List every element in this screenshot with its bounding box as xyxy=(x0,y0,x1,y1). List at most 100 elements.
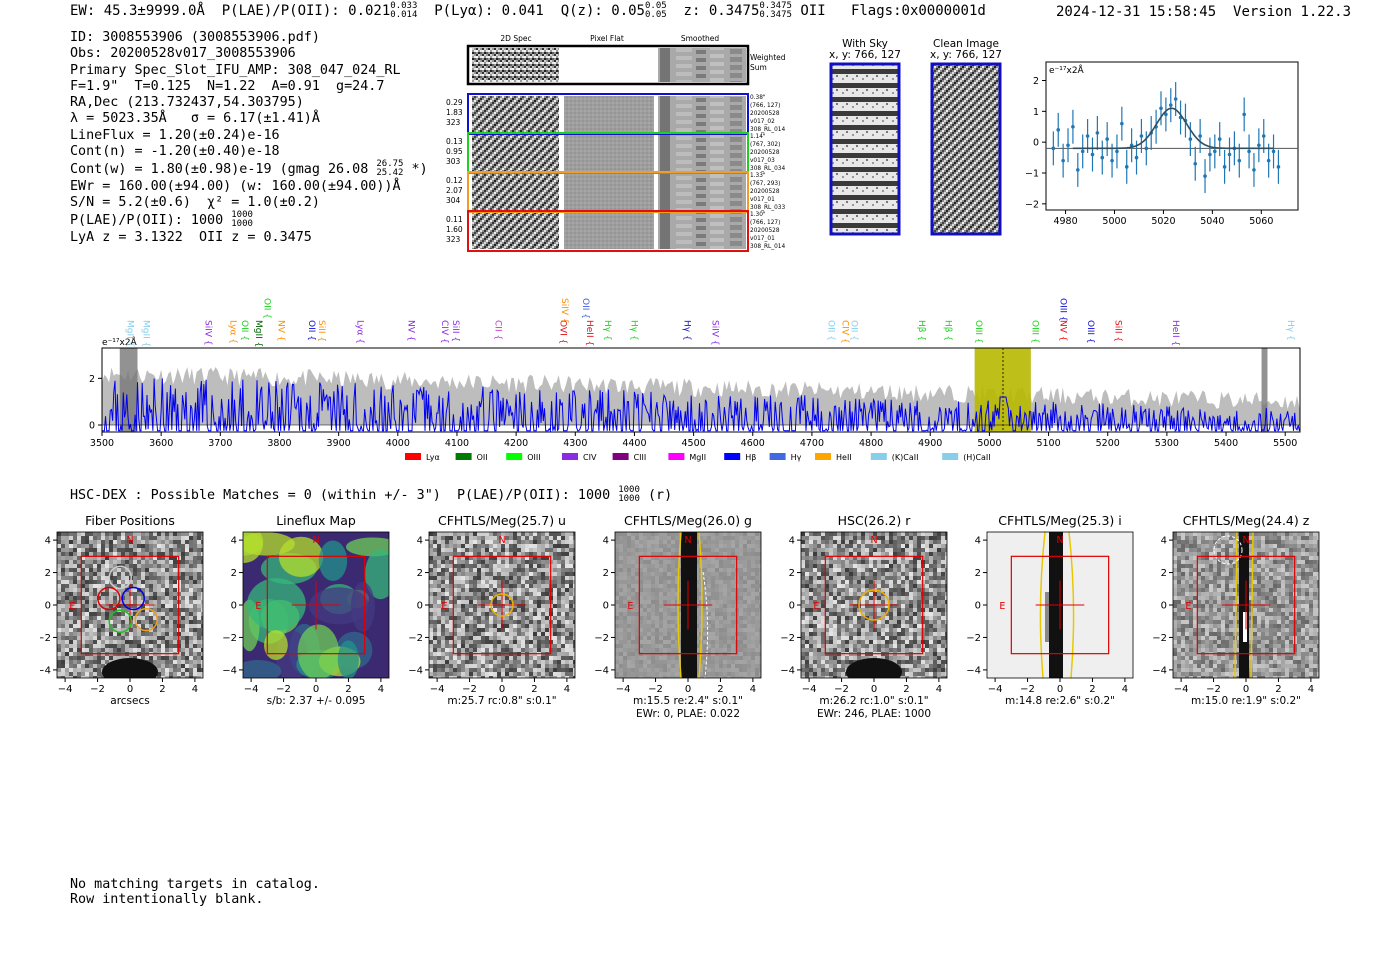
thumb-image xyxy=(987,532,1133,678)
zoom-ytick-label: 1 xyxy=(1033,107,1039,118)
legend-label: OII xyxy=(477,453,488,462)
thumb-ytick-label: −2 xyxy=(408,633,423,644)
spectral-line-label: Hγ { xyxy=(602,320,612,341)
legend-label: Hγ xyxy=(791,453,802,462)
svg-text:OVI {: OVI { xyxy=(558,320,568,344)
zoom-point xyxy=(1198,134,1202,138)
spectrum-xtick-label: 4100 xyxy=(445,438,469,449)
zoom-point xyxy=(1095,131,1100,135)
fiber-circle xyxy=(121,586,145,611)
fiber-row-meta: v017_01 xyxy=(750,236,775,242)
spectral-line-label: MgII { xyxy=(140,320,150,347)
fiber-row-meta: 308_RL_033 xyxy=(750,205,785,211)
svg-text:MgII {: MgII { xyxy=(140,320,150,347)
thumb-ytick-label: 0 xyxy=(1161,601,1167,612)
legend-label: Hβ xyxy=(745,453,756,462)
spectral-line-label: OII { xyxy=(239,320,249,341)
fiber-row-meta: v017_01 xyxy=(750,197,775,203)
zoom-point xyxy=(1261,134,1266,138)
spectral-line-label: NV { xyxy=(405,320,415,341)
thumb-ytick-label: −2 xyxy=(40,633,51,644)
col-header-2dspec: 2D Spec xyxy=(500,34,531,43)
svg-text:MgII {: MgII { xyxy=(253,320,263,347)
svg-text:NV {: NV { xyxy=(275,320,285,341)
thumb-ytick-label: 4 xyxy=(45,536,51,547)
zoom-point xyxy=(1164,112,1168,117)
fiber-row-meta: v017_02 xyxy=(750,119,775,125)
thumb-caption: m:15.0 re:1.9" s:0.2" xyxy=(1191,695,1301,707)
spectral-line-label: SiII { xyxy=(316,320,326,342)
zoom-point xyxy=(1168,103,1173,107)
legend-swatch xyxy=(942,453,959,460)
thumb-east-label: E xyxy=(1185,601,1191,612)
thumb-streak: CFHTLS/Meg(26.0) g N E −4 −4 −2 −2 0 0 2 2 4 4 m:15.5… xyxy=(594,513,762,720)
spectrum-xtick-label: 5500 xyxy=(1273,438,1297,449)
thumb-ytick-label: 4 xyxy=(1161,536,1167,547)
fiber-row-stat: 323 xyxy=(446,118,461,127)
zoom-point xyxy=(1257,143,1261,148)
thumb-aperture-box xyxy=(1196,555,1296,655)
spectral-line-label: SiII { xyxy=(450,320,460,342)
spectral-line-label: OII { xyxy=(825,320,835,341)
spectral-line-label: OII { xyxy=(580,298,590,319)
with-sky-image xyxy=(829,62,901,236)
info-ewr: EWr = 160.00(±94.00) (w: 160.00(±94.00))… xyxy=(70,178,401,194)
svg-text:SiIV {: SiIV { xyxy=(203,320,213,346)
fiber-row-meta: 20200528 xyxy=(750,111,780,117)
thumb-ytick-label: 0 xyxy=(417,601,423,612)
thumb-ytick-label: −4 xyxy=(408,665,423,676)
thumb-north-label: N xyxy=(312,535,319,546)
fiber-row-stat: 0.13 xyxy=(446,137,463,146)
thumb-caption: m:25.7 rc:0.8" s:0.1" xyxy=(447,695,556,707)
zoom-point xyxy=(1066,143,1070,148)
thumb-ytick-label: −4 xyxy=(594,665,609,676)
thumb-xtick-label: 2 xyxy=(717,684,723,695)
spectral-line-label: OIII { xyxy=(1030,320,1040,344)
thumb-ytick-label: 2 xyxy=(603,568,609,579)
svg-text:HeII {: HeII { xyxy=(584,320,594,346)
thumb-fiber: Fiber Positions N E −4 −4 −2 −2 0 0 2 2 4 4 arcsecs xyxy=(40,513,204,707)
fiber-row-meta: 308_RL_034 xyxy=(750,166,785,172)
spectral-line-label: OIII { xyxy=(1085,320,1095,344)
qz-bounds: 0.05 0.05 xyxy=(644,1,667,20)
header-summary: EW: 45.3±9999.0Å P(LAE)/P(OII): 0.0210.0… xyxy=(70,2,986,20)
fiber-smoothed xyxy=(658,213,746,249)
thumb-aperture-box xyxy=(266,555,366,655)
svg-text:Hγ {: Hγ { xyxy=(1285,320,1295,341)
fiber-row-meta: 1.30" xyxy=(750,212,766,218)
fiber-row-stat: 304 xyxy=(446,196,461,205)
zoom-point xyxy=(1222,165,1227,169)
detection-info: ID: 3008553906 (3008553906.pdf) Obs: 202… xyxy=(70,30,428,246)
zoom-ytick-label: −2 xyxy=(1025,199,1039,210)
thumb-xtick-label: 4 xyxy=(378,684,384,695)
svg-text:Hγ {: Hγ { xyxy=(682,320,692,341)
zoom-point xyxy=(1217,137,1222,141)
thumb-title: Fiber Positions xyxy=(85,513,175,528)
zoom-ylabel: e⁻¹⁷x2Å xyxy=(1049,64,1085,76)
thumb-east-label: E xyxy=(441,601,447,612)
spectral-cutouts: 2D Spec Pixel Flat Smoothed Weighted Sum… xyxy=(446,34,786,252)
spectrum-ytick-label: 0 xyxy=(89,421,95,432)
legend-label: Lyα xyxy=(426,453,440,462)
thumb-xtick-label: 4 xyxy=(1122,684,1128,695)
thumb-title: CFHTLS/Meg(25.3) i xyxy=(998,513,1122,528)
legend-swatch xyxy=(769,453,786,460)
legend-swatch xyxy=(612,453,629,460)
svg-text:OII {: OII { xyxy=(580,298,590,319)
thumb-title: CFHTLS/Meg(26.0) g xyxy=(624,513,752,528)
legend-swatch xyxy=(405,453,421,460)
svg-text:NV {: NV { xyxy=(405,320,415,341)
thumb-ytick-label: 2 xyxy=(975,568,981,579)
legend-swatch xyxy=(870,453,887,460)
legend-swatch xyxy=(562,453,578,460)
thumb-caption: arcsecs xyxy=(110,695,149,707)
sky-band xyxy=(1261,348,1268,432)
full-spectrum-plot: e⁻¹⁷x2Å 3500 3600 3700 3800 3900 4000 4100 4200 4… xyxy=(89,298,1301,462)
spectral-line-label: NV { xyxy=(275,320,285,341)
legend-swatch xyxy=(724,453,741,460)
spectral-line-label: OIII { xyxy=(1057,298,1067,322)
zoom-point xyxy=(1080,149,1085,154)
zoom-point xyxy=(1159,106,1163,111)
thumb-caption: s/b: 2.37 +/- 0.095 xyxy=(267,695,366,707)
